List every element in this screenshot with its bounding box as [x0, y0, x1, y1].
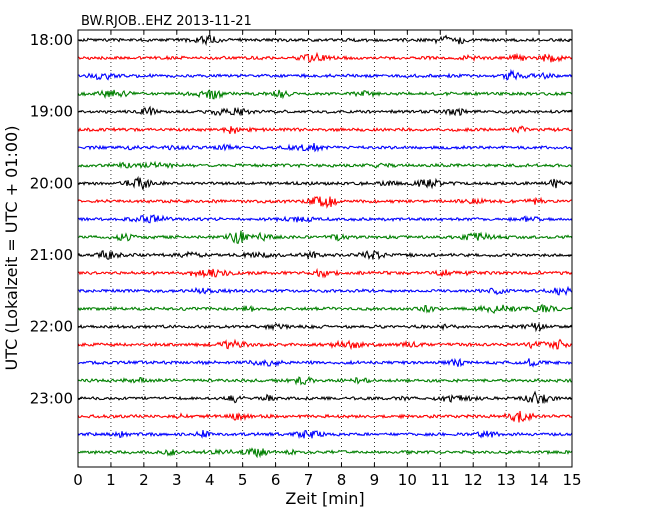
trace-line [77, 105, 573, 117]
trace-line [77, 285, 573, 296]
x-tick-label: 2 [139, 471, 149, 489]
trace-line [77, 390, 573, 405]
trace-line [77, 322, 573, 333]
x-tick-label: 6 [271, 471, 281, 489]
axis-ticks: 0 1 2 3 4 5 6 7 8 9 10 11 12 13 14 1518:0019:0020:0021:… [30, 30, 582, 489]
trace-group [77, 34, 573, 459]
x-tick-label: 0 [73, 471, 83, 489]
x-tick-label: 7 [304, 471, 314, 489]
x-tick-label: 10 [398, 471, 417, 489]
grid-lines [110, 30, 540, 467]
trace-line [77, 68, 573, 81]
trace-line [77, 375, 573, 386]
x-tick-label: 12 [464, 471, 483, 489]
x-tick-label: 15 [562, 471, 581, 489]
trace-line [77, 230, 573, 245]
trace-line [77, 267, 573, 279]
x-tick-label: 11 [431, 471, 450, 489]
y-tick-label: 23:00 [30, 389, 73, 407]
chart-title: BW.RJOB..EHZ 2013-11-21 [81, 14, 252, 29]
y-tick-label: 20:00 [30, 174, 73, 192]
trace-line [77, 34, 573, 47]
trace-line [77, 410, 573, 423]
y-tick-label: 19:00 [30, 103, 73, 121]
trace-line [77, 429, 573, 440]
trace-line [77, 447, 573, 459]
trace-line [77, 303, 573, 314]
y-tick-label: 22:00 [30, 318, 73, 336]
y-tick-label: 21:00 [30, 246, 73, 264]
trace-line [77, 160, 573, 170]
trace-line [77, 142, 573, 153]
x-tick-label: 5 [238, 471, 248, 489]
x-tick-label: 14 [530, 471, 549, 489]
plot-frame [77, 29, 573, 468]
trace-line [77, 357, 573, 368]
trace-line [77, 175, 573, 190]
trace-line [77, 338, 573, 351]
trace-line [77, 89, 573, 100]
trace-line [77, 51, 573, 63]
x-tick-label: 3 [172, 471, 182, 489]
y-axis-label: UTC (Lokalzeit = UTC + 01:00) [2, 126, 21, 371]
x-tick-label: 8 [337, 471, 347, 489]
trace-line [77, 214, 573, 224]
x-tick-label: 9 [370, 471, 380, 489]
x-tick-label: 1 [106, 471, 116, 489]
y-tick-label: 18:00 [30, 31, 73, 49]
x-tick-label: 13 [497, 471, 516, 489]
x-axis-label: Zeit [min] [285, 489, 364, 508]
x-tick-label: 4 [205, 471, 215, 489]
trace-line [77, 196, 573, 209]
trace-line [77, 125, 573, 135]
trace-line [77, 250, 573, 261]
